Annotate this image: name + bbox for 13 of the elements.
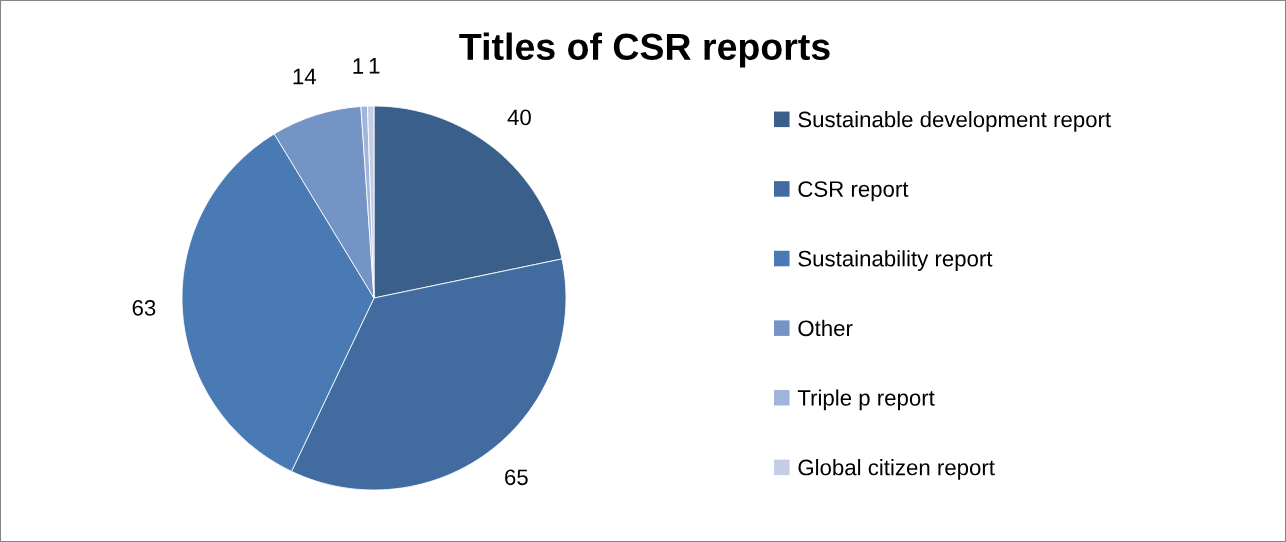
legend-label: Other <box>798 319 853 337</box>
chart-title: Titles of CSR reports <box>459 32 830 68</box>
legend-label: Global citizen report <box>798 459 995 480</box>
legend-label: Triple p report <box>797 389 935 411</box>
legend-label: Sustainability report <box>798 250 993 271</box>
legend-label: Sustainable development report <box>798 111 1111 132</box>
data-label: 65 <box>505 469 528 486</box>
data-label: 14 <box>293 68 317 85</box>
data-label: 40 <box>507 109 531 126</box>
legend-label: CSR report <box>798 181 909 202</box>
data-label: 63 <box>132 300 156 316</box>
data-label: 1 <box>369 58 380 74</box>
data-label: 1 <box>353 58 364 74</box>
